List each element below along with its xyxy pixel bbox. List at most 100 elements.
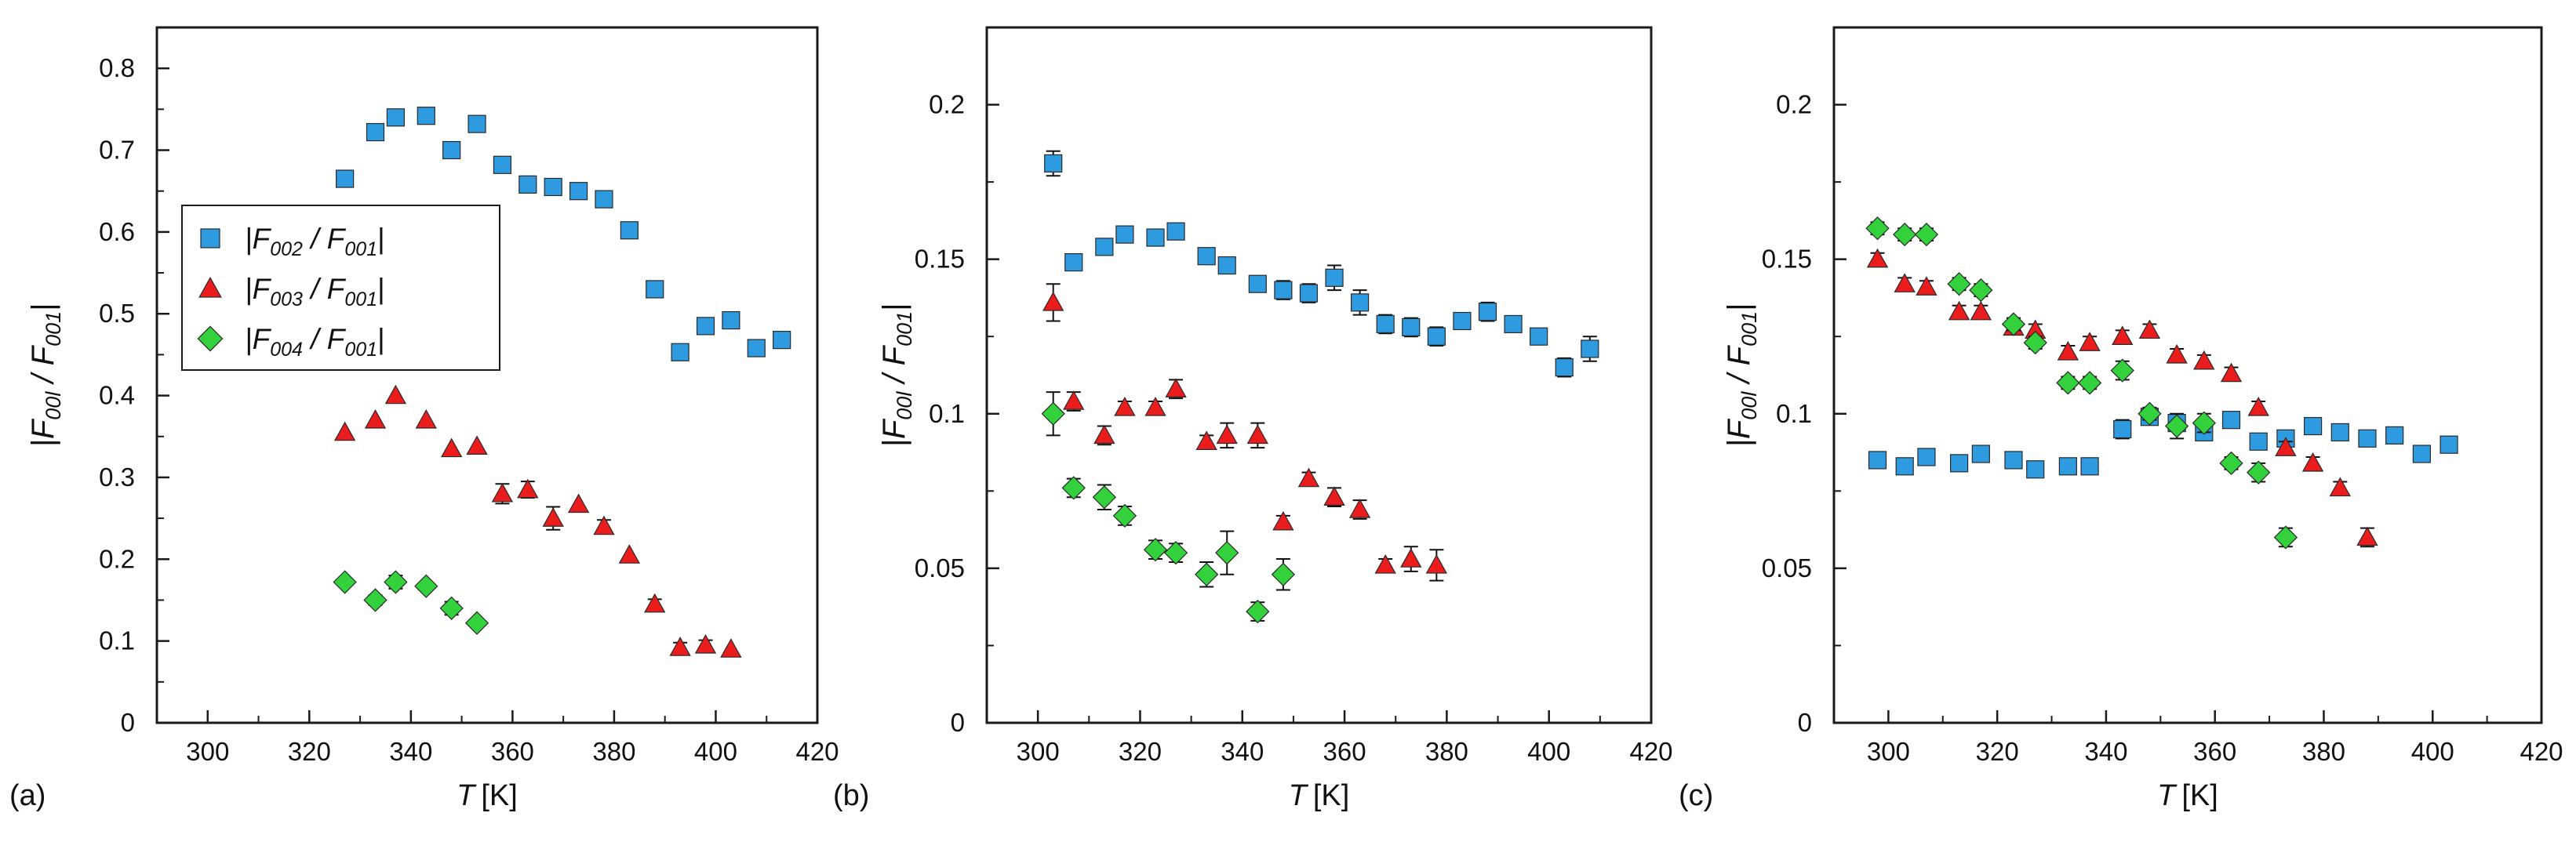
data-point [2056,371,2080,395]
legend-label: |F004 / F001| [245,323,385,361]
diamond-marker-icon [197,325,224,352]
series-diamond [1041,391,1296,624]
data-point [366,122,385,142]
data-point [696,317,715,336]
data-point [595,190,613,209]
data-point [1894,273,1916,292]
data-point [1504,314,1523,334]
data-point [442,140,461,160]
y-tick-label: 0.6 [99,217,135,246]
x-tick-label: 360 [2193,737,2236,766]
x-tick-label: 300 [1867,737,1910,766]
data-point [1092,485,1117,510]
data-point [2329,477,2351,497]
data-point [2023,330,2047,355]
y-tick-label: 0 [951,708,965,737]
data-point [439,596,464,621]
data-point [1093,424,1115,445]
data-point [493,155,512,174]
data-point [2138,401,2162,426]
data-point [2166,343,2188,364]
x-tick-label: 340 [389,737,432,766]
data-point [333,421,356,441]
panel-c: 300 320 340 360 380 400 420 0 0.05 0.1 0.15 0.2 T [K]… [1679,26,2563,812]
data-point [440,437,463,458]
data-point [593,515,615,535]
data-point [1530,327,1548,346]
y-tick-label: 0.1 [99,626,135,655]
data-point [2138,319,2161,339]
data-point [2113,419,2132,439]
y-tick-label: 0.15 [1762,245,1812,274]
data-point [1555,358,1574,377]
data-point [1143,538,1168,562]
data-point [1323,486,1345,506]
data-point [2247,460,2271,484]
y-axis-label: |F00l / F001| [1722,303,1761,447]
y-tick-label: 0 [121,708,135,737]
data-point [336,169,355,188]
panel-tag: (b) [833,779,869,812]
data-point [1947,272,1971,296]
data-point [364,409,387,429]
data-point [1042,291,1064,311]
series-diamond [333,570,489,635]
x-tick-label: 420 [795,737,839,766]
data-point [1427,327,1446,346]
y-tick-label: 0.05 [915,553,965,582]
data-point [1971,445,1990,463]
legend-label: |F002 / F001| [245,223,385,260]
data-point [2110,358,2134,383]
series-triangle [333,384,742,658]
data-point [1063,390,1085,410]
data-point [1865,216,1890,241]
x-tick-label: 420 [1629,737,1672,766]
x-tick-label: 380 [1425,737,1468,766]
x-tick-label: 300 [186,737,229,766]
data-point [1146,228,1165,247]
data-point [386,108,406,127]
data-point [1351,293,1370,312]
y-tick-label: 0.05 [1762,553,1812,582]
x-tick-label: 380 [2302,737,2345,766]
data-point [2164,414,2189,438]
plot-frame [985,26,1653,724]
data-point [1868,451,1887,470]
data-point [384,570,408,594]
x-tick-label: 420 [2520,737,2563,766]
data-point [1949,454,1969,473]
x-tick-label: 320 [1119,737,1162,766]
data-point [2219,451,2243,476]
x-tick-label: 320 [1976,737,2019,766]
data-point [1581,339,1599,358]
x-tick-label: 360 [1323,737,1366,766]
data-point [646,280,664,299]
y-tick-label: 0.8 [99,53,135,82]
data-point [1248,274,1267,293]
x-tick-label: 340 [2084,737,2127,766]
data-point [1376,314,1395,334]
data-point [2249,432,2268,451]
data-point [417,107,435,125]
data-point [1246,424,1268,445]
data-point [1163,541,1188,565]
y-tick-label: 0.1 [1776,399,1812,428]
data-point [2273,525,2298,550]
data-point [2112,325,2134,345]
legend: |F002 / F001| |F003 / F001| |F004 / F001| [181,205,500,371]
data-point [384,384,407,405]
series-square [1868,408,2458,479]
data-point [1095,238,1114,256]
data-point [2058,457,2077,476]
data-point [2303,416,2323,436]
data-point [618,544,641,564]
data-point [2057,341,2079,361]
plot-frame [155,26,819,724]
data-point [2079,332,2101,351]
data-point [1297,467,1320,488]
data-point [518,175,537,194]
data-point [2247,397,2269,416]
y-axis-label: |F00l / F001| [877,303,916,447]
x-tick-label: 340 [1221,737,1264,766]
